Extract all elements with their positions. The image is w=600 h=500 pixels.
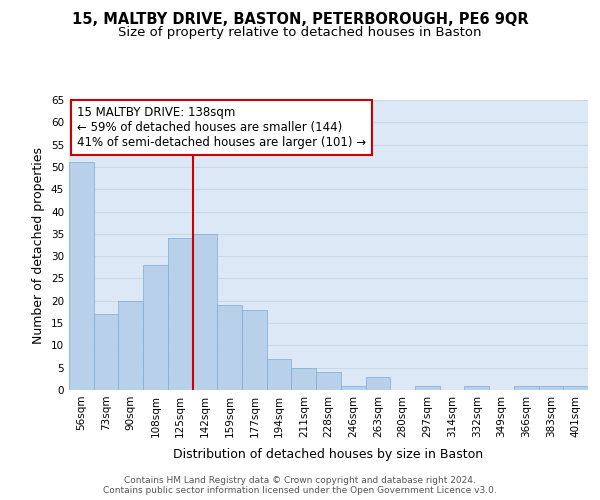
Bar	[242, 310, 267, 390]
Bar	[316, 372, 341, 390]
Text: 15 MALTBY DRIVE: 138sqm
← 59% of detached houses are smaller (144)
41% of semi-d: 15 MALTBY DRIVE: 138sqm ← 59% of detache…	[77, 106, 366, 149]
Bar	[267, 359, 292, 390]
Bar	[217, 305, 242, 390]
Bar	[69, 162, 94, 390]
Bar	[193, 234, 217, 390]
Bar	[341, 386, 365, 390]
Bar	[292, 368, 316, 390]
Bar	[168, 238, 193, 390]
Bar	[514, 386, 539, 390]
Text: 15, MALTBY DRIVE, BASTON, PETERBOROUGH, PE6 9QR: 15, MALTBY DRIVE, BASTON, PETERBOROUGH, …	[71, 12, 529, 28]
X-axis label: Distribution of detached houses by size in Baston: Distribution of detached houses by size …	[173, 448, 484, 461]
Text: Contains HM Land Registry data © Crown copyright and database right 2024.
Contai: Contains HM Land Registry data © Crown c…	[103, 476, 497, 495]
Bar	[94, 314, 118, 390]
Bar	[464, 386, 489, 390]
Bar	[118, 301, 143, 390]
Bar	[365, 376, 390, 390]
Bar	[539, 386, 563, 390]
Bar	[415, 386, 440, 390]
Text: Size of property relative to detached houses in Baston: Size of property relative to detached ho…	[118, 26, 482, 39]
Bar	[563, 386, 588, 390]
Y-axis label: Number of detached properties: Number of detached properties	[32, 146, 46, 344]
Bar	[143, 265, 168, 390]
